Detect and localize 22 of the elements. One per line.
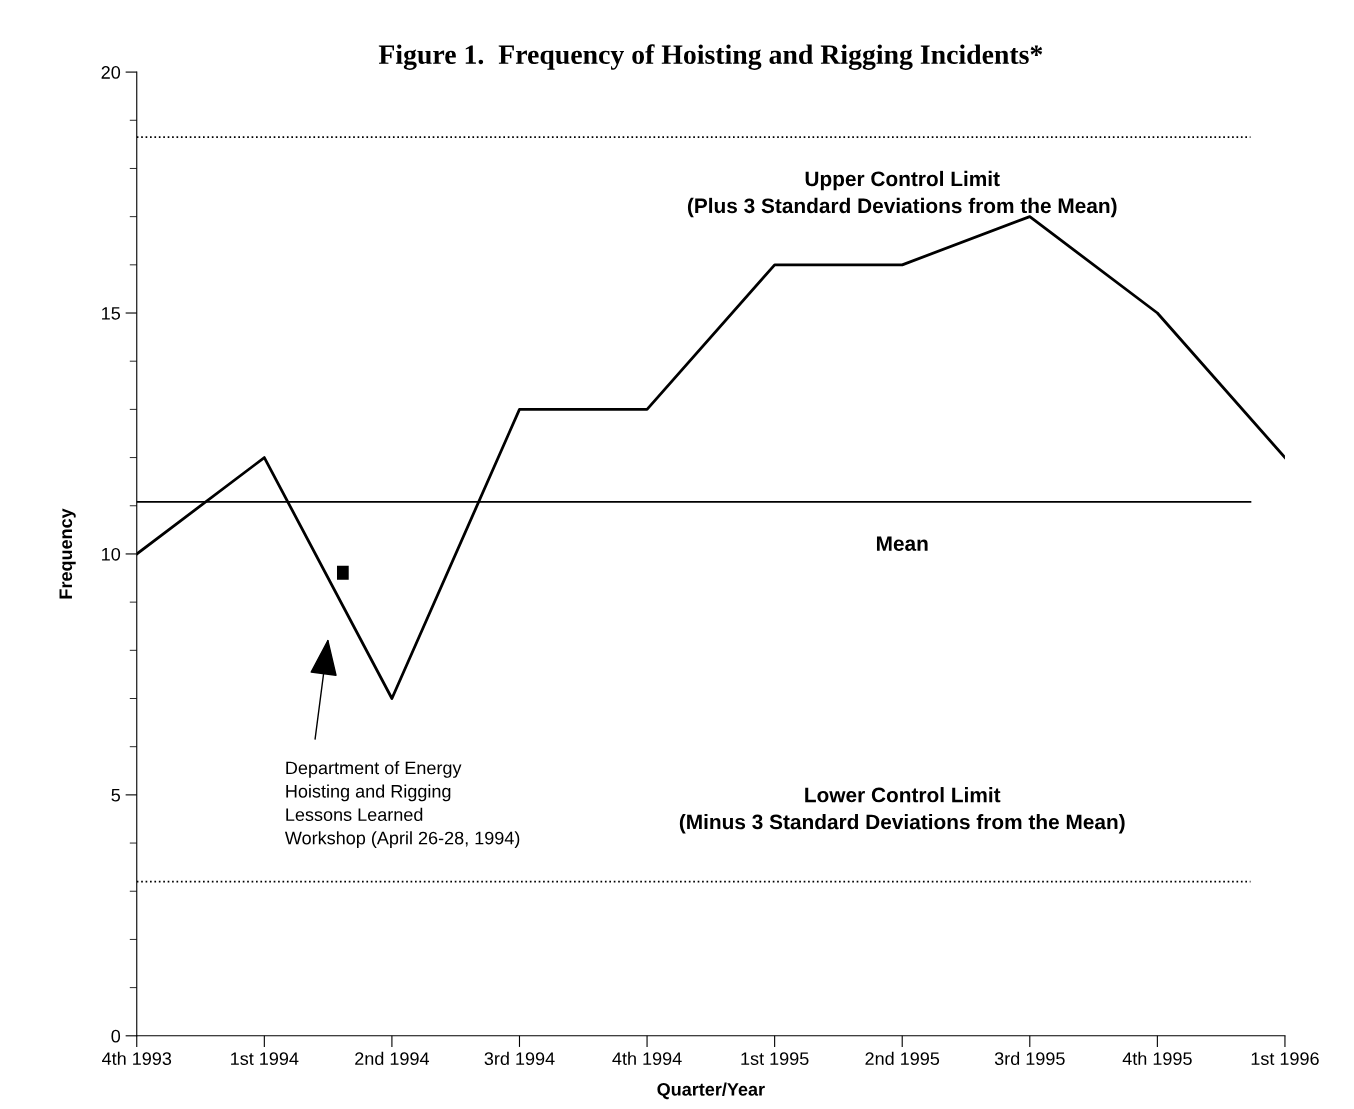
x-tick-label: 3rd 1994 [484,1051,555,1066]
ref-line-label: Mean [876,536,928,551]
y-tick-label: 0 [111,1029,121,1043]
chart-title: Figure 1. Frequency of Hoisting and Rigging Incidents* [378,44,1043,70]
x-tick-label: 4th 1995 [1122,1051,1192,1066]
y-tick-label: 20 [101,66,121,79]
x-tick-label: 1st 1995 [741,1052,809,1066]
x-tick-label: 4th 1993 [102,1051,172,1066]
y-tick-label: 15 [102,307,121,320]
x-tick-label: 4th 1994 [612,1051,682,1066]
x-tick-label: 2nd 1995 [865,1051,940,1066]
ref-line-label: Upper Control Limit (Plus 3 Standard Deviations from the Mean) [687,170,1117,218]
y-axis-title: Frequency [59,508,76,599]
x-tick-label: 3rd 1995 [994,1051,1065,1066]
x-tick-label: 2nd 1994 [355,1051,430,1066]
annotation: Department of Energy Hoisting and Rigging Lessons Learned Workshop (April 26-28, 1994) [284,761,520,848]
x-tick-label: 1st 1996 [1251,1052,1319,1066]
ref-line-label: Lower Control Limit (Minus 3 Standard Deviations from the Mean) [679,787,1125,834]
y-tick-label: 5 [111,789,121,802]
x-tick-label: 1st 1994 [231,1052,299,1066]
y-tick-label: 10 [102,547,121,561]
x-axis-title: Quarter/Year [657,1082,765,1100]
